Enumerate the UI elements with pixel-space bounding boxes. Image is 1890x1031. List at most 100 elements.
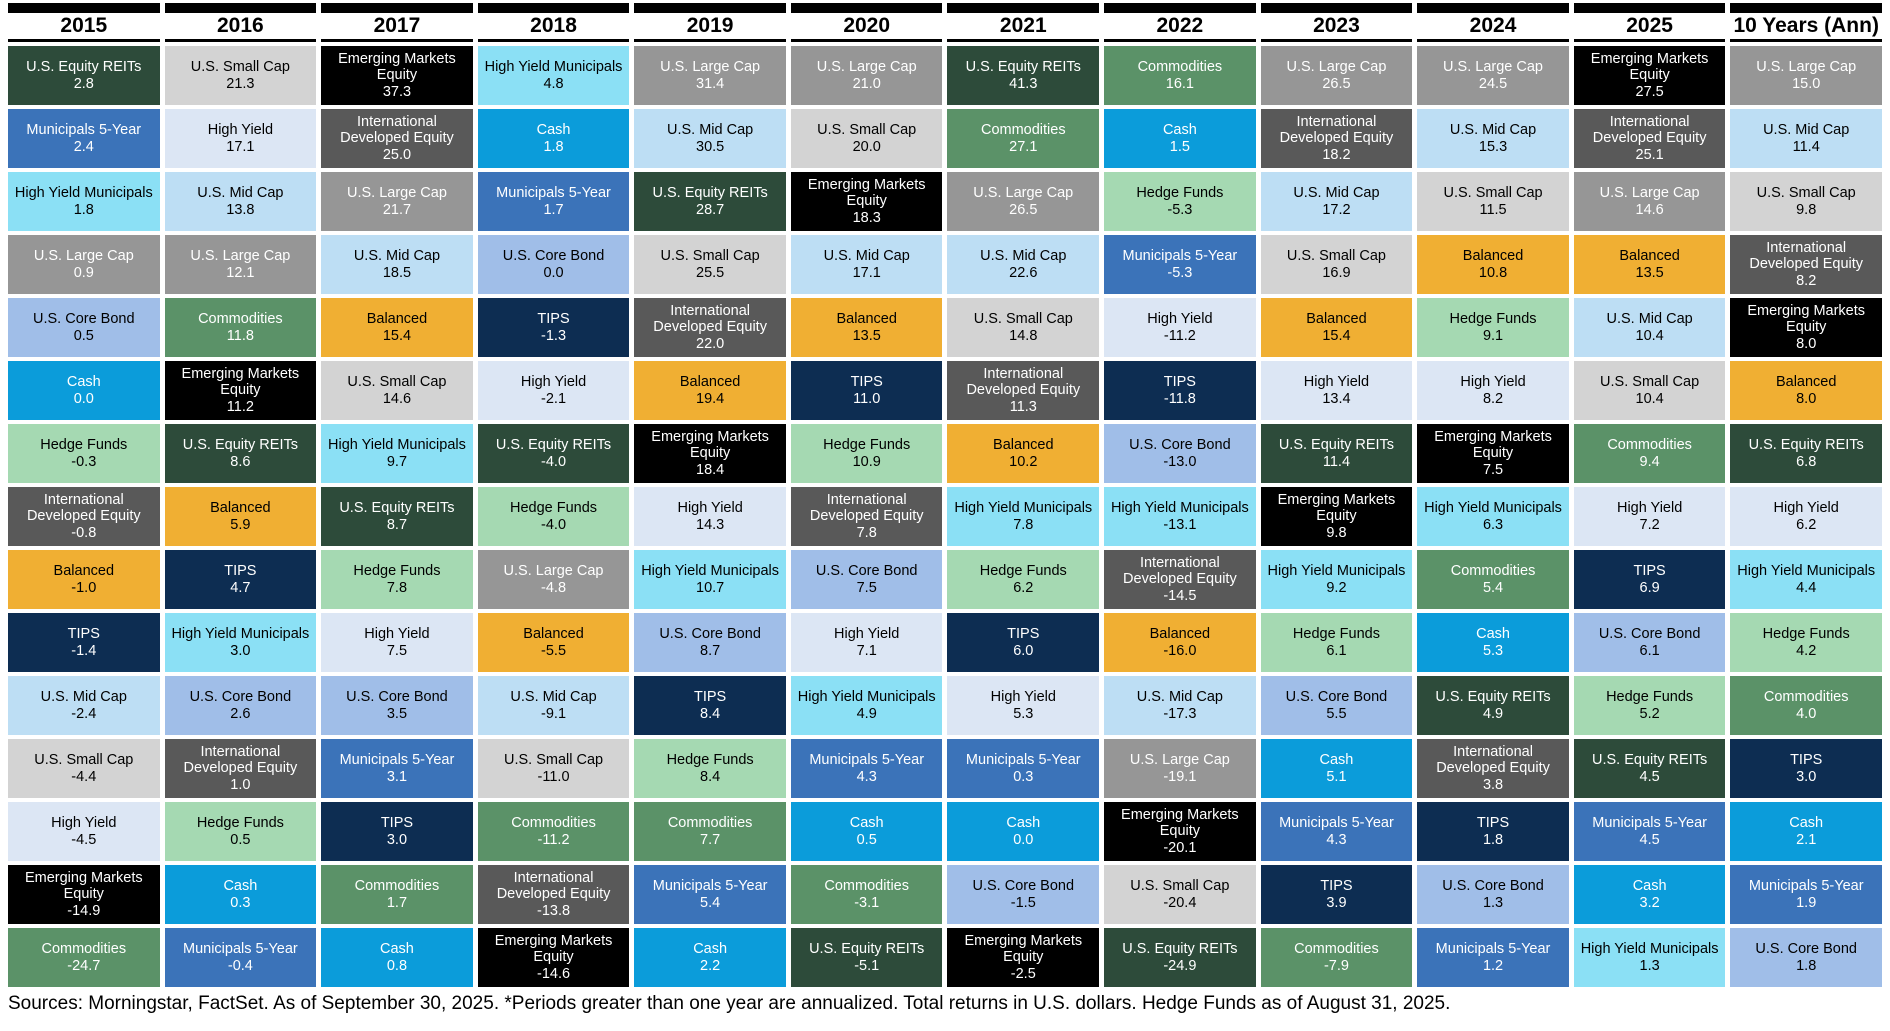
return-tile: High Yield 6.2 — [1730, 487, 1882, 546]
column-header: 2025 — [1573, 3, 1726, 42]
return-tile: Municipals 5-Year 5.4 — [634, 865, 786, 924]
return-value: 5.3 — [1482, 642, 1504, 659]
return-value: 7.5 — [856, 579, 877, 596]
return-value: 4.3 — [1326, 831, 1347, 848]
asset-class-label: Emerging Markets Equity — [1121, 806, 1239, 840]
asset-class-label: High Yield — [1460, 374, 1526, 390]
return-tile: Hedge Funds 6.1 — [1260, 613, 1413, 672]
return-tile: U.S. Equity REITs 2.8 — [8, 46, 160, 105]
return-tile: U.S. Mid Cap 13.8 — [164, 172, 317, 231]
return-tile: U.S. Mid Cap 18.5 — [321, 235, 473, 294]
asset-class-label: Balanced — [523, 626, 584, 642]
asset-class-label: International Developed Equity — [1279, 113, 1394, 147]
return-value: 5.2 — [1639, 705, 1660, 722]
return-value: 11.8 — [226, 327, 254, 344]
return-tile: Municipals 5-Year -0.4 — [164, 928, 317, 987]
return-tile: High Yield Municipals 6.3 — [1417, 487, 1569, 546]
return-value: 41.3 — [1009, 75, 1038, 92]
year-column: 2015 U.S. Equity REITs 2.8 Municipals 5-Yea… — [8, 3, 160, 987]
return-value: -13.1 — [1163, 516, 1197, 533]
return-value: 3.0 — [230, 642, 251, 659]
return-tile: TIPS 3.0 — [1730, 739, 1882, 798]
asset-class-label: U.S. Core Bond — [972, 878, 1075, 894]
return-value: -4.4 — [71, 768, 97, 785]
return-value: 14.8 — [1009, 327, 1038, 344]
asset-class-label: High Yield Municipals — [1110, 500, 1249, 516]
asset-class-label: Hedge Funds — [1136, 185, 1224, 201]
return-tile: International Developed Equity 22.0 — [634, 298, 786, 357]
return-value: 30.5 — [696, 138, 725, 155]
return-value: 10.7 — [696, 579, 725, 596]
quilt-chart: 2015 U.S. Equity REITs 2.8 Municipals 5-Yea… — [8, 3, 1882, 987]
return-tile: High Yield -4.5 — [8, 802, 160, 861]
return-value: 1.5 — [1169, 138, 1190, 155]
return-value: 4.4 — [1796, 579, 1817, 596]
return-value: -14.9 — [67, 902, 101, 919]
asset-class-label: U.S. Large Cap — [503, 563, 604, 579]
return-value: 11.3 — [1009, 398, 1037, 415]
return-tile: U.S. Small Cap 11.5 — [1417, 172, 1569, 231]
return-value: 4.5 — [1639, 768, 1660, 785]
return-tile: Emerging Markets Equity 9.8 — [1260, 487, 1413, 546]
asset-class-label: U.S. Small Cap — [1443, 185, 1543, 201]
asset-class-label: Commodities — [824, 878, 909, 894]
return-tile: U.S. Core Bond 1.8 — [1730, 928, 1882, 987]
return-tile: U.S. Core Bond 8.7 — [634, 613, 786, 672]
asset-class-label: U.S. Small Cap — [347, 374, 447, 390]
asset-class-label: Balanced — [1149, 626, 1211, 642]
asset-class-label: High Yield Municipals — [641, 563, 780, 579]
return-value: -14.6 — [537, 965, 571, 982]
asset-class-label: U.S. Mid Cap — [1136, 689, 1223, 705]
return-value: 1.8 — [73, 201, 94, 218]
column-header: 10 Years (Ann) — [1730, 3, 1882, 42]
return-tile: Commodities 1.7 — [321, 865, 473, 924]
asset-class-label: U.S. Equity REITs — [339, 500, 455, 516]
column-header: 2016 — [164, 3, 317, 42]
asset-class-label: Balanced — [1462, 248, 1524, 264]
return-tile: Balanced -5.5 — [477, 613, 630, 672]
return-tile: U.S. Core Bond 2.6 — [164, 676, 317, 735]
asset-class-label: International Developed Equity — [1592, 113, 1707, 147]
return-value: 13.5 — [852, 327, 881, 344]
return-value: 24.5 — [1478, 75, 1508, 92]
asset-class-label: U.S. Large Cap — [816, 59, 917, 75]
asset-class-label: High Yield — [1773, 500, 1839, 516]
asset-class-label: Municipals 5-Year — [965, 752, 1081, 768]
asset-class-label: Municipals 5-Year — [1122, 248, 1238, 264]
return-tile: Cash 2.1 — [1730, 802, 1882, 861]
return-value: 4.2 — [1796, 642, 1817, 659]
asset-class-label: International Developed Equity — [966, 365, 1081, 399]
asset-class-label: International Developed Equity — [653, 302, 767, 336]
return-tile: TIPS 11.0 — [790, 361, 943, 420]
return-value: 5.9 — [230, 516, 251, 533]
return-tile: U.S. Core Bond 6.1 — [1573, 613, 1726, 672]
return-value: 0.0 — [1013, 831, 1034, 848]
return-tile: Cash 5.3 — [1417, 613, 1569, 672]
return-tile: U.S. Core Bond 3.5 — [321, 676, 473, 735]
asset-class-label: Cash — [1162, 122, 1197, 138]
return-tile: Commodities 5.4 — [1417, 550, 1569, 609]
return-value: 5.3 — [1013, 705, 1034, 722]
return-value: 1.8 — [1482, 831, 1504, 848]
asset-class-label: Hedge Funds — [1762, 626, 1850, 642]
return-tile: High Yield Municipals 4.9 — [790, 676, 943, 735]
asset-class-label: Cash — [223, 878, 258, 894]
return-tile: Emerging Markets Equity -2.5 — [947, 928, 1100, 987]
return-value: 1.3 — [1482, 894, 1504, 911]
return-tile: Cash 0.0 — [8, 361, 160, 420]
return-tile: U.S. Small Cap -11.0 — [477, 739, 630, 798]
return-tile: Hedge Funds 5.2 — [1573, 676, 1726, 735]
return-value: 0.3 — [1013, 768, 1034, 785]
return-tile: High Yield Municipals 4.4 — [1730, 550, 1882, 609]
asset-class-label: U.S. Mid Cap — [510, 689, 597, 705]
return-value: 22.0 — [696, 335, 725, 352]
return-value: 3.1 — [386, 768, 408, 785]
return-value: -7.9 — [1323, 957, 1349, 974]
column-header: 2018 — [477, 3, 630, 42]
return-tile: Municipals 5-Year 2.4 — [8, 109, 160, 168]
return-tile: International Developed Equity -13.8 — [477, 865, 630, 924]
asset-class-label: U.S. Small Cap — [817, 122, 917, 138]
return-tile: Cash 5.1 — [1260, 739, 1413, 798]
asset-class-label: U.S. Large Cap — [973, 185, 1074, 201]
return-value: -11.0 — [537, 768, 570, 785]
